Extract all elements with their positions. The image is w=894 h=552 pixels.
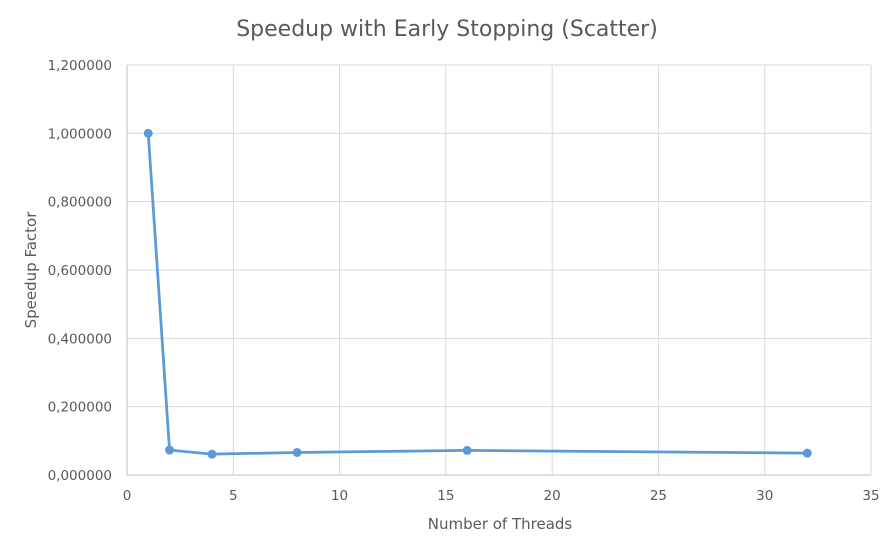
data-point xyxy=(207,449,217,459)
x-tick-label: 10 xyxy=(331,488,348,504)
y-tick-label: 0,000000 xyxy=(48,468,112,484)
y-axis-tick-labels: 0,000000 0,200000 0,400000 0,600000 0,800000… xyxy=(48,58,112,484)
x-axis-tick-labels: 0 5 10 15 20 25 30 35 xyxy=(123,488,880,504)
axes xyxy=(126,65,871,476)
x-tick-label: 5 xyxy=(229,488,238,504)
y-axis-title: Speedup Factor xyxy=(22,211,40,329)
y-tick-label: 1,000000 xyxy=(48,126,112,142)
x-tick-label: 25 xyxy=(650,488,667,504)
data-point xyxy=(802,448,812,458)
y-tick-label: 1,200000 xyxy=(48,58,112,74)
x-axis-title: Number of Threads xyxy=(428,515,573,533)
chart-title: Speedup with Early Stopping (Scatter) xyxy=(236,17,658,42)
x-tick-label: 15 xyxy=(437,488,454,504)
y-tick-label: 0,600000 xyxy=(48,263,112,279)
series-group xyxy=(143,128,812,459)
y-tick-label: 0,200000 xyxy=(48,400,112,416)
data-point xyxy=(292,447,302,457)
series-line xyxy=(146,131,809,456)
gridlines xyxy=(127,64,872,475)
data-point xyxy=(462,445,472,455)
x-tick-label: 30 xyxy=(756,488,773,504)
y-tick-label: 0,400000 xyxy=(48,331,112,347)
data-point xyxy=(165,445,175,455)
x-tick-label: 0 xyxy=(123,488,132,504)
y-tick-label: 0,800000 xyxy=(48,195,112,211)
data-point xyxy=(143,128,153,138)
x-tick-label: 35 xyxy=(862,488,879,504)
x-tick-label: 20 xyxy=(544,488,561,504)
